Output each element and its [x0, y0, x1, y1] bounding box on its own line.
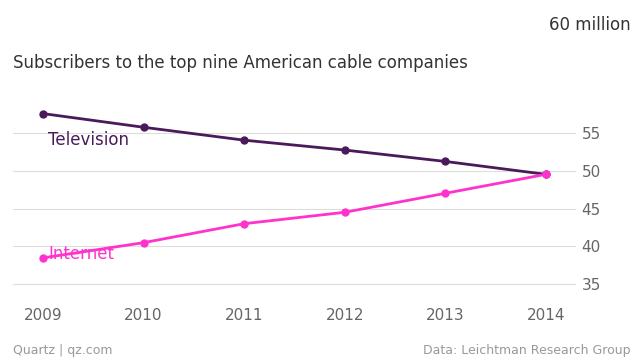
Text: Television: Television: [48, 131, 129, 149]
Text: Data: Leichtman Research Group: Data: Leichtman Research Group: [423, 344, 630, 357]
Text: Internet: Internet: [48, 245, 114, 263]
Text: Quartz | qz.com: Quartz | qz.com: [13, 344, 112, 357]
Text: 60 million: 60 million: [548, 16, 630, 34]
Text: Subscribers to the top nine American cable companies: Subscribers to the top nine American cab…: [13, 54, 468, 72]
